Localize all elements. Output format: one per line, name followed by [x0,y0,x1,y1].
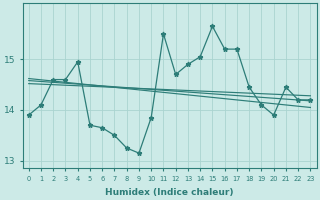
X-axis label: Humidex (Indice chaleur): Humidex (Indice chaleur) [105,188,234,197]
